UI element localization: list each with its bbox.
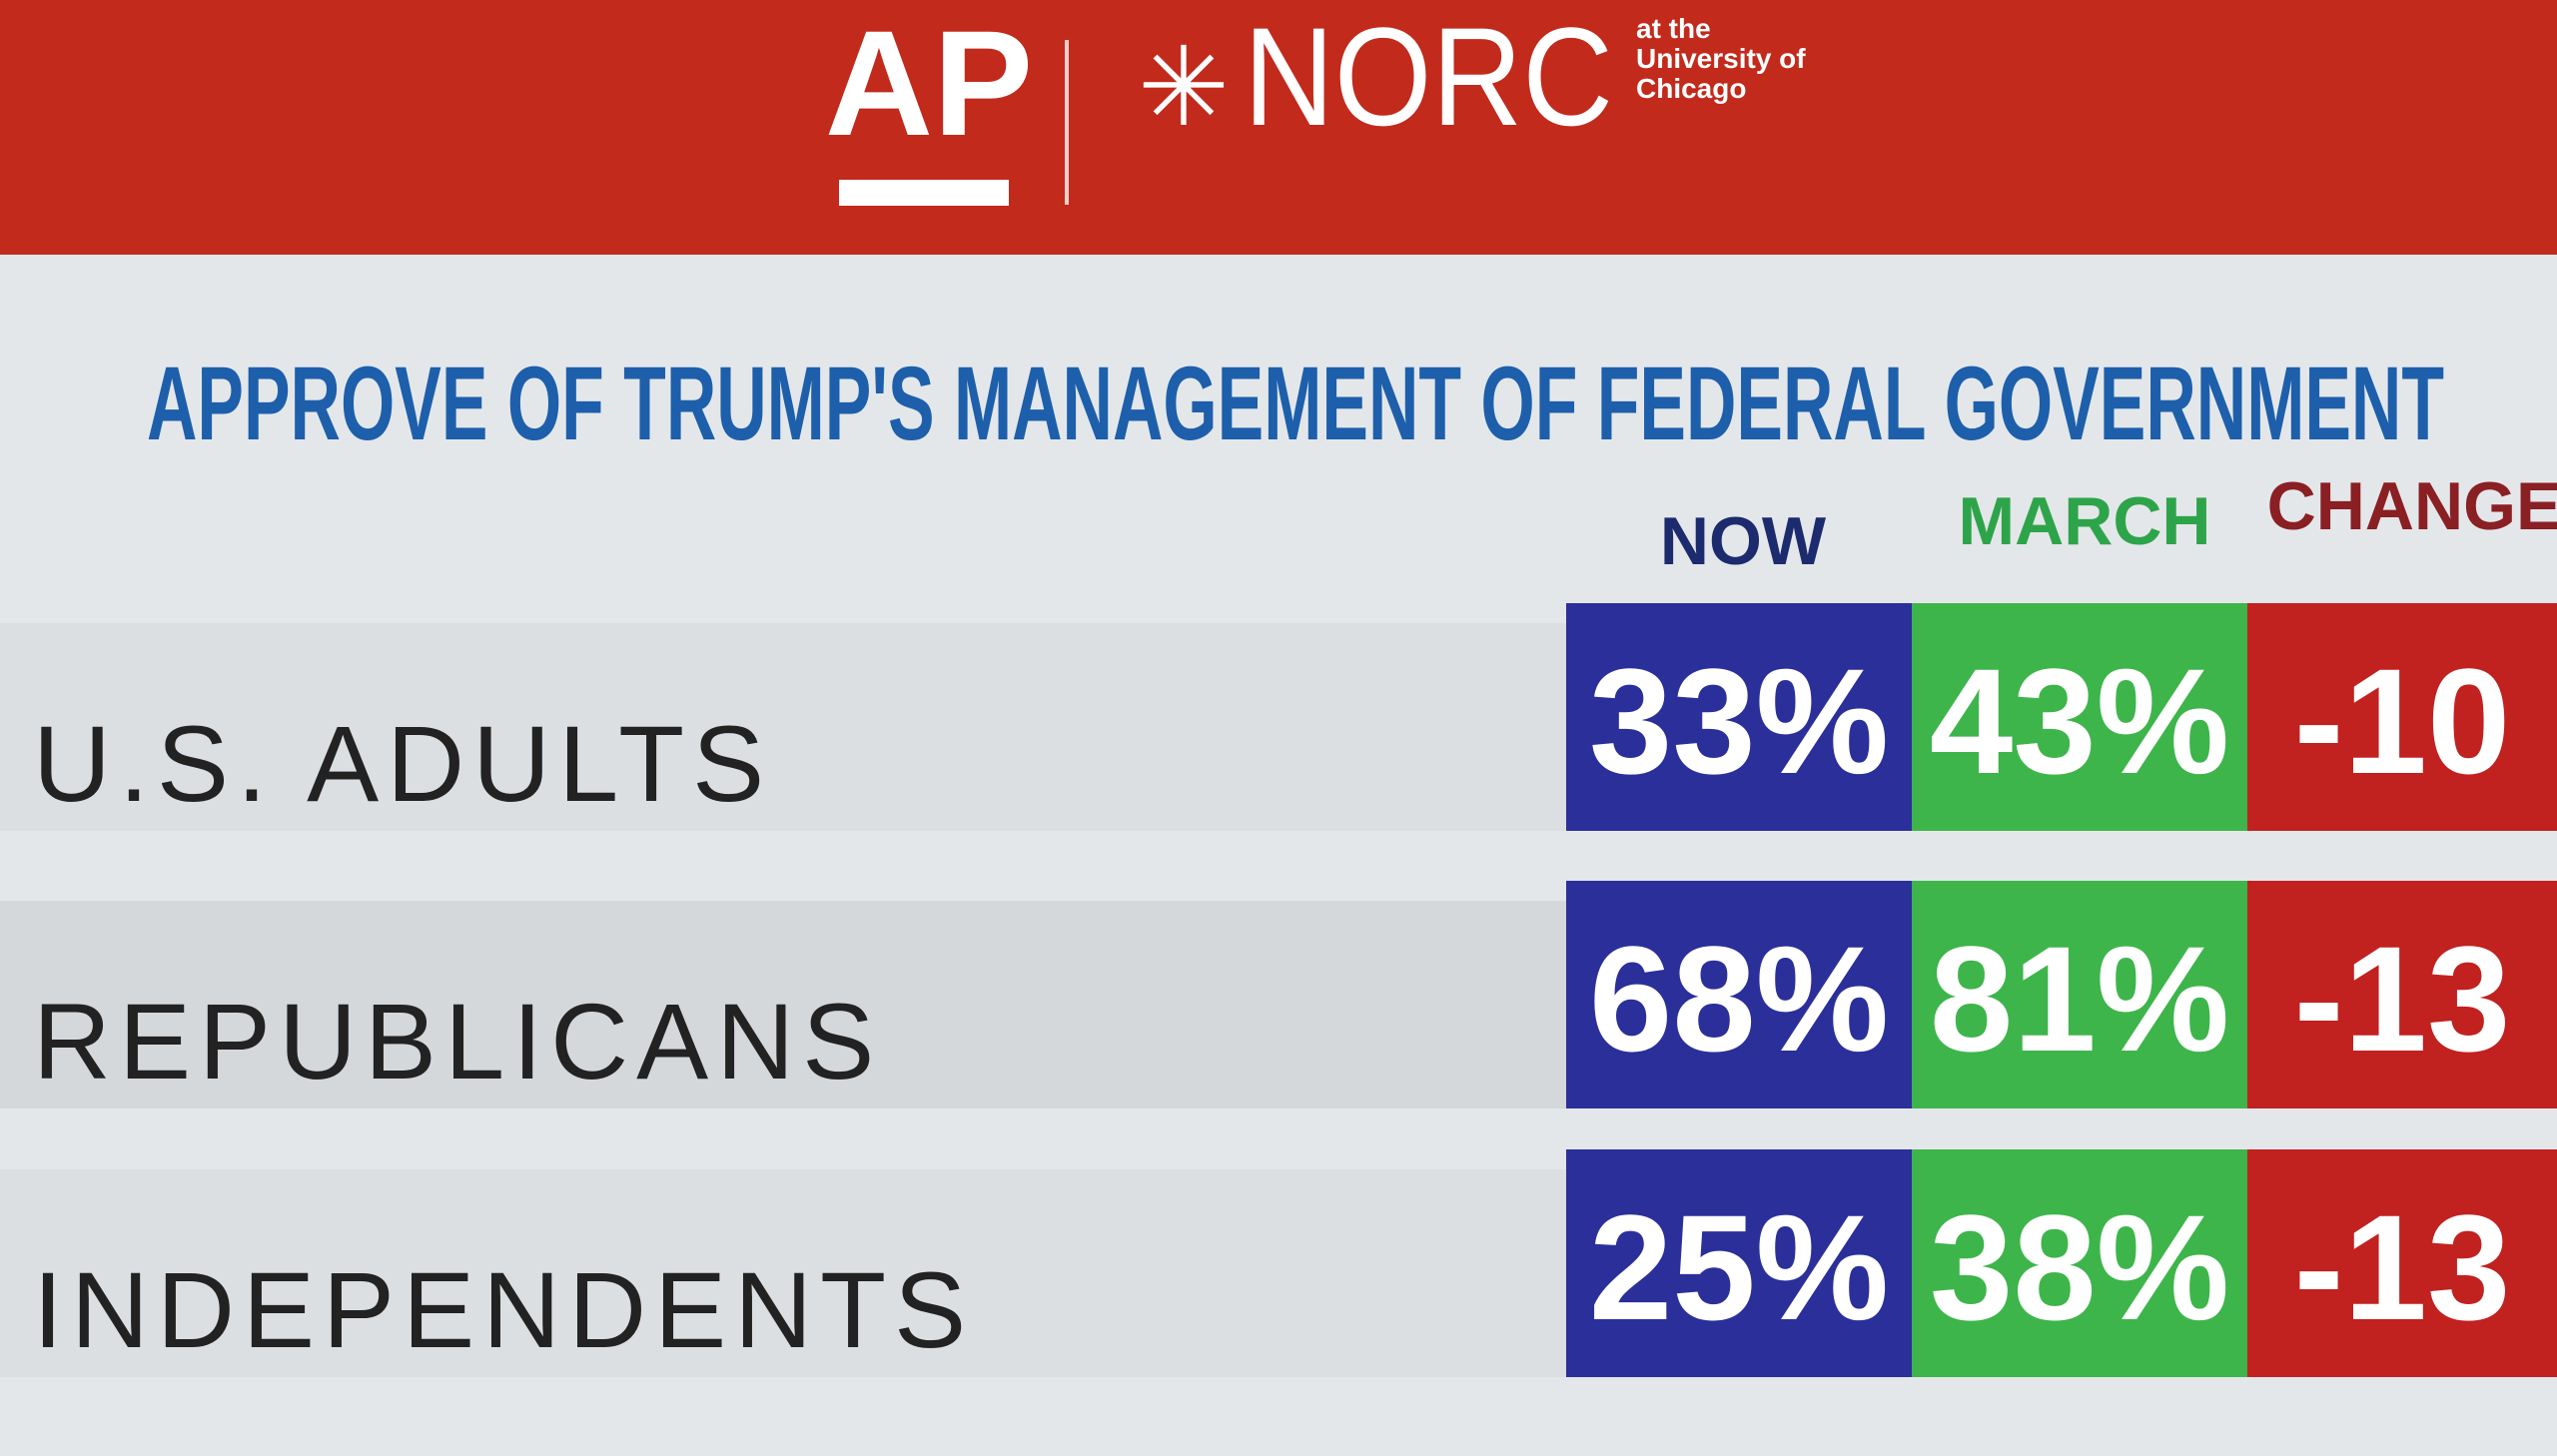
- column-header: NOW: [1660, 503, 1827, 579]
- row-label: INDEPENDENTS: [33, 1249, 974, 1370]
- cell-bg: [1912, 1149, 2247, 1377]
- cell-value: 81%: [1930, 915, 2229, 1083]
- norc-logo: NORC: [1244, 0, 1613, 155]
- cell-value: 38%: [1930, 1183, 2229, 1351]
- cell-bg: [1912, 603, 2247, 831]
- header-band: [0, 0, 2557, 255]
- cell-value: 25%: [1589, 1183, 1889, 1351]
- title: APPROVE OF TRUMP'S MANAGEMENT OF FEDERAL…: [147, 346, 2444, 462]
- norc-subtext: at the: [1636, 13, 1711, 44]
- norc-star: ✳: [1138, 26, 1230, 149]
- ap-underline: [839, 180, 1009, 206]
- cell-bg: [1912, 881, 2247, 1108]
- row-label: U.S. ADULTS: [33, 703, 772, 824]
- cell-value: -10: [2294, 637, 2511, 805]
- cell-value: 33%: [1589, 637, 1889, 805]
- row-strip: [0, 1169, 1566, 1377]
- norc-subtext: University of: [1636, 43, 1806, 74]
- table-body: U.S. ADULTS 33% 43% -10 REPUBLICANS 68% 81% -13…: [0, 603, 2557, 1377]
- row-strip: [0, 623, 1566, 831]
- cell-value: 68%: [1589, 915, 1889, 1083]
- norc-subtext: Chicago: [1636, 73, 1746, 104]
- column-header: MARCH: [1958, 483, 2210, 559]
- ap-logo: AP: [825, 0, 1033, 167]
- cell-bg: [2247, 1149, 2557, 1377]
- cell-bg: [1566, 881, 1912, 1108]
- column-header: CHANGE: [2267, 468, 2557, 544]
- cell-bg: [2247, 881, 2557, 1108]
- row-label: REPUBLICANS: [33, 981, 882, 1101]
- cell-value: -13: [2294, 1183, 2511, 1351]
- cell-bg: [2247, 603, 2557, 831]
- cell-value: 43%: [1930, 637, 2229, 805]
- cell-bg: [1566, 1149, 1912, 1377]
- cell-bg: [1566, 603, 1912, 831]
- row-strip: [0, 901, 1566, 1108]
- cell-value: -13: [2294, 915, 2511, 1083]
